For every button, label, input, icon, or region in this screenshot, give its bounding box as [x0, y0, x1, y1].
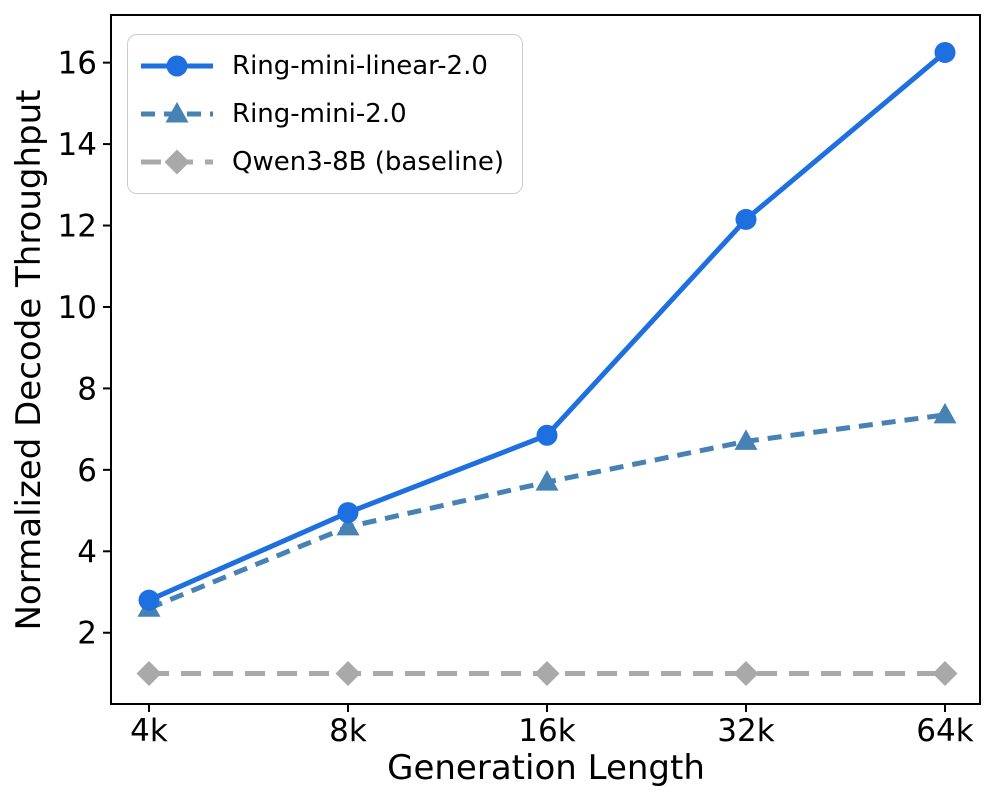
y-axis-label: Normalized Decode Throughput [9, 89, 49, 631]
svg-text:16: 16 [58, 46, 97, 82]
svg-text:8: 8 [77, 371, 97, 407]
x-axis-label: Generation Length [387, 748, 705, 788]
svg-text:8k: 8k [329, 713, 367, 749]
legend-circle-line-icon [141, 55, 213, 77]
legend-item-0: Ring-mini-linear-2.0 [138, 45, 504, 87]
svg-text:2: 2 [77, 616, 97, 652]
svg-text:6: 6 [77, 453, 97, 489]
legend-label: Ring-mini-linear-2.0 [232, 51, 488, 81]
svg-text:10: 10 [58, 290, 97, 326]
legend-diamond-line-icon [141, 149, 213, 175]
svg-text:32k: 32k [717, 713, 774, 749]
legend-item-2: Qwen3-8B (baseline) [138, 141, 504, 183]
svg-text:64k: 64k [916, 713, 973, 749]
svg-text:14: 14 [58, 127, 97, 163]
legend-label: Qwen3-8B (baseline) [232, 147, 504, 177]
svg-text:16k: 16k [518, 713, 575, 749]
svg-text:12: 12 [58, 209, 97, 245]
svg-text:4: 4 [77, 534, 97, 570]
svg-text:4k: 4k [130, 713, 168, 749]
legend-label: Ring-mini-2.0 [232, 99, 407, 129]
legend-item-1: Ring-mini-2.0 [138, 93, 504, 135]
legend: Ring-mini-linear-2.0 Ring-mini-2.0 Qwen3-8… [127, 34, 523, 194]
legend-triangle-line-icon [141, 102, 213, 123]
